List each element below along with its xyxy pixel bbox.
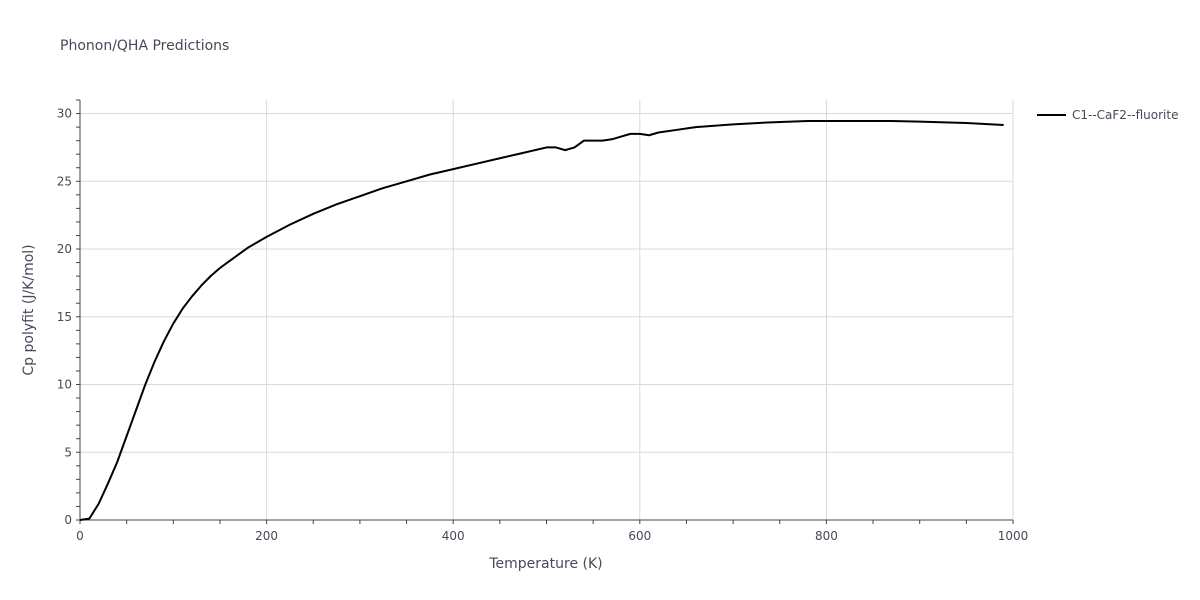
y-tick-label: 15 [57,310,72,324]
series-layer [79,120,1004,521]
y-axis-title: Cp polyfit (J/K/mol) [21,244,37,375]
y-tick-label: 20 [57,242,72,256]
x-axis-title: Temperature (K) [488,556,602,572]
y-tick-label: 0 [64,513,72,527]
x-tick-label: 800 [815,529,838,543]
x-tick-label: 1000 [998,529,1029,543]
y-tick-label: 5 [64,445,72,459]
x-tick-label: 200 [255,529,278,543]
x-tick-label: 400 [442,529,465,543]
legend: C1--CaF2--fluorite [1037,108,1178,122]
y-tick-label: 25 [57,174,72,188]
x-tick-label: 600 [628,529,651,543]
y-tick-label: 10 [57,378,72,392]
x-tick-label: 0 [76,529,84,543]
legend-label: C1--CaF2--fluorite [1072,108,1178,122]
axis-layer: 0 200 400 600 800 1000 0 5 10 15 20 25 30 [57,99,1029,543]
series-line [79,120,1004,521]
chart-title: Phonon/QHA Predictions [60,38,229,54]
y-tick-label: 30 [57,107,72,121]
grid-layer [80,100,1014,520]
